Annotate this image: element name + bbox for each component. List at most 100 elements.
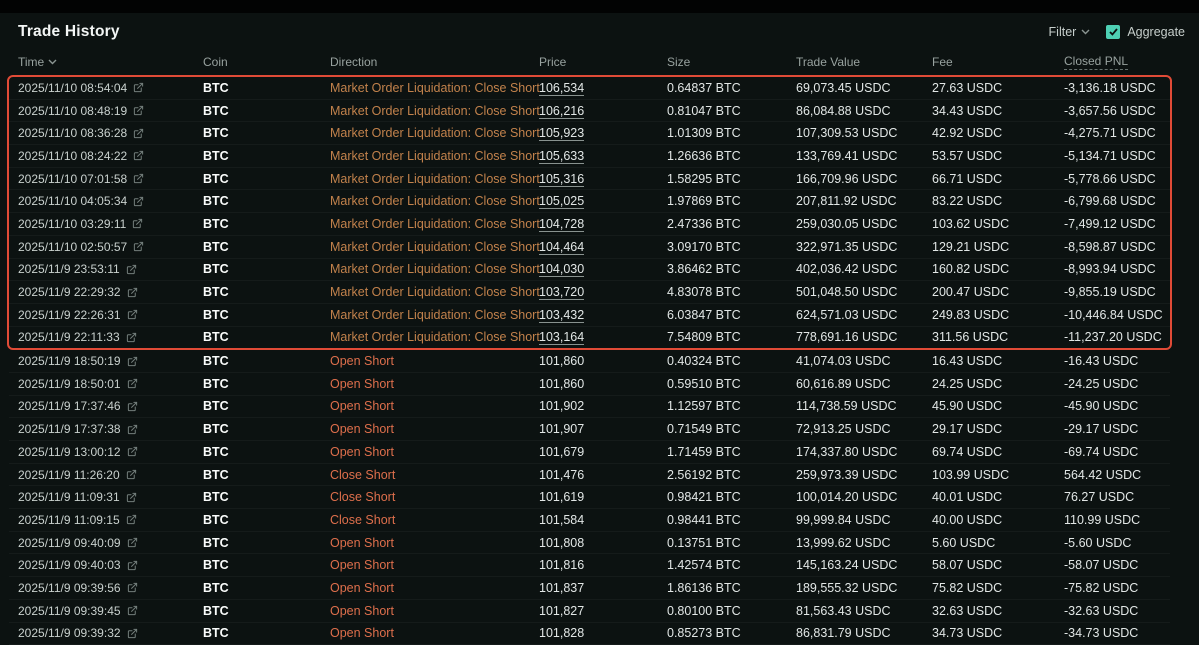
trade-coin: BTC bbox=[203, 262, 330, 276]
trade-value: 99,999.84 USDC bbox=[796, 513, 932, 527]
trade-direction: Open Short bbox=[330, 354, 539, 368]
trade-time: 2025/11/10 08:24:22 bbox=[18, 149, 203, 163]
trade-size: 0.13751 BTC bbox=[667, 536, 796, 550]
trade-time: 2025/11/9 11:26:20 bbox=[18, 468, 203, 482]
external-link-icon[interactable] bbox=[127, 401, 138, 412]
column-header-trade-value[interactable]: Trade Value bbox=[796, 55, 932, 69]
trade-value: 133,769.41 USDC bbox=[796, 149, 932, 163]
check-icon bbox=[1109, 28, 1118, 36]
filter-dropdown[interactable]: Filter bbox=[1049, 25, 1091, 39]
trade-time: 2025/11/10 08:54:04 bbox=[18, 81, 203, 95]
external-link-icon[interactable] bbox=[126, 514, 137, 525]
trade-fee: 40.01 USDC bbox=[932, 490, 1064, 504]
trade-time: 2025/11/9 09:39:45 bbox=[18, 604, 203, 618]
external-link-icon[interactable] bbox=[133, 105, 144, 116]
trade-price: 101,476 bbox=[539, 468, 667, 482]
external-link-icon[interactable] bbox=[133, 128, 144, 139]
trade-coin: BTC bbox=[203, 308, 330, 322]
external-link-icon[interactable] bbox=[133, 196, 144, 207]
trade-size: 7.54809 BTC bbox=[667, 330, 796, 344]
trade-price: 103,432 bbox=[539, 308, 667, 322]
trade-size: 3.86462 BTC bbox=[667, 262, 796, 276]
external-link-icon[interactable] bbox=[127, 356, 138, 367]
external-link-icon[interactable] bbox=[126, 264, 137, 275]
trade-closed-pnl: -7,499.12 USDC bbox=[1064, 217, 1161, 231]
external-link-icon[interactable] bbox=[127, 560, 138, 571]
column-header-coin[interactable]: Coin bbox=[203, 55, 330, 69]
trade-price: 105,025 bbox=[539, 194, 667, 208]
trade-fee: 311.56 USDC bbox=[932, 330, 1064, 344]
trade-value: 81,563.43 USDC bbox=[796, 604, 932, 618]
column-header-size[interactable]: Size bbox=[667, 55, 796, 69]
filter-label: Filter bbox=[1049, 25, 1077, 39]
trade-size: 0.64837 BTC bbox=[667, 81, 796, 95]
trade-value: 207,811.92 USDC bbox=[796, 194, 932, 208]
external-link-icon[interactable] bbox=[127, 537, 138, 548]
column-header-time[interactable]: Time bbox=[18, 55, 203, 69]
trade-coin: BTC bbox=[203, 536, 330, 550]
trade-size: 3.09170 BTC bbox=[667, 240, 796, 254]
trade-closed-pnl: -5.60 USDC bbox=[1064, 536, 1161, 550]
aggregate-toggle[interactable]: Aggregate bbox=[1106, 25, 1185, 39]
column-header-closed-pnl[interactable]: Closed PNL bbox=[1064, 54, 1161, 70]
trade-coin: BTC bbox=[203, 604, 330, 618]
trade-fee: 24.25 USDC bbox=[932, 377, 1064, 391]
trade-time: 2025/11/9 13:00:12 bbox=[18, 445, 203, 459]
external-link-icon[interactable] bbox=[133, 173, 144, 184]
trade-price: 101,584 bbox=[539, 513, 667, 527]
external-link-icon[interactable] bbox=[127, 378, 138, 389]
external-link-icon[interactable] bbox=[132, 218, 143, 229]
external-link-icon[interactable] bbox=[127, 605, 138, 616]
trade-size: 1.26636 BTC bbox=[667, 149, 796, 163]
external-link-icon[interactable] bbox=[127, 582, 138, 593]
external-link-icon[interactable] bbox=[127, 287, 138, 298]
column-header-fee[interactable]: Fee bbox=[932, 55, 1064, 69]
trade-time: 2025/11/9 22:26:31 bbox=[18, 308, 203, 322]
external-link-icon[interactable] bbox=[127, 424, 138, 435]
column-header-direction[interactable]: Direction bbox=[330, 55, 539, 69]
trade-time: 2025/11/9 11:09:15 bbox=[18, 513, 203, 527]
external-link-icon[interactable] bbox=[127, 309, 138, 320]
external-link-icon[interactable] bbox=[126, 469, 137, 480]
external-link-icon[interactable] bbox=[133, 82, 144, 93]
trade-closed-pnl: -58.07 USDC bbox=[1064, 558, 1161, 572]
column-header-price[interactable]: Price bbox=[539, 55, 667, 69]
trade-direction: Market Order Liquidation: Close Short bbox=[330, 149, 539, 163]
trade-value: 13,999.62 USDC bbox=[796, 536, 932, 550]
trade-price: 105,316 bbox=[539, 172, 667, 186]
external-link-icon[interactable] bbox=[126, 492, 137, 503]
external-link-icon[interactable] bbox=[133, 150, 144, 161]
trade-coin: BTC bbox=[203, 81, 330, 95]
trade-value: 100,014.20 USDC bbox=[796, 490, 932, 504]
trade-direction: Market Order Liquidation: Close Short bbox=[330, 194, 539, 208]
trade-closed-pnl: -8,993.94 USDC bbox=[1064, 262, 1161, 276]
trade-direction: Open Short bbox=[330, 377, 539, 391]
trade-fee: 69.74 USDC bbox=[932, 445, 1064, 459]
table-header: Time Coin Direction Price Size Trade Val… bbox=[9, 49, 1170, 75]
trade-size: 2.47336 BTC bbox=[667, 217, 796, 231]
external-link-icon[interactable] bbox=[126, 332, 137, 343]
trade-direction: Market Order Liquidation: Close Short bbox=[330, 330, 539, 344]
trade-direction: Open Short bbox=[330, 536, 539, 550]
external-link-icon[interactable] bbox=[127, 446, 138, 457]
aggregate-checkbox[interactable] bbox=[1106, 25, 1120, 39]
trade-time: 2025/11/9 09:40:09 bbox=[18, 536, 203, 550]
trade-closed-pnl: -6,799.68 USDC bbox=[1064, 194, 1161, 208]
trade-value: 624,571.03 USDC bbox=[796, 308, 932, 322]
trade-direction: Open Short bbox=[330, 626, 539, 640]
trade-fee: 45.90 USDC bbox=[932, 399, 1064, 413]
trade-size: 0.98421 BTC bbox=[667, 490, 796, 504]
external-link-icon[interactable] bbox=[133, 241, 144, 252]
external-link-icon[interactable] bbox=[127, 628, 138, 639]
trade-fee: 34.73 USDC bbox=[932, 626, 1064, 640]
trade-closed-pnl: 76.27 USDC bbox=[1064, 490, 1161, 504]
trade-fee: 75.82 USDC bbox=[932, 581, 1064, 595]
